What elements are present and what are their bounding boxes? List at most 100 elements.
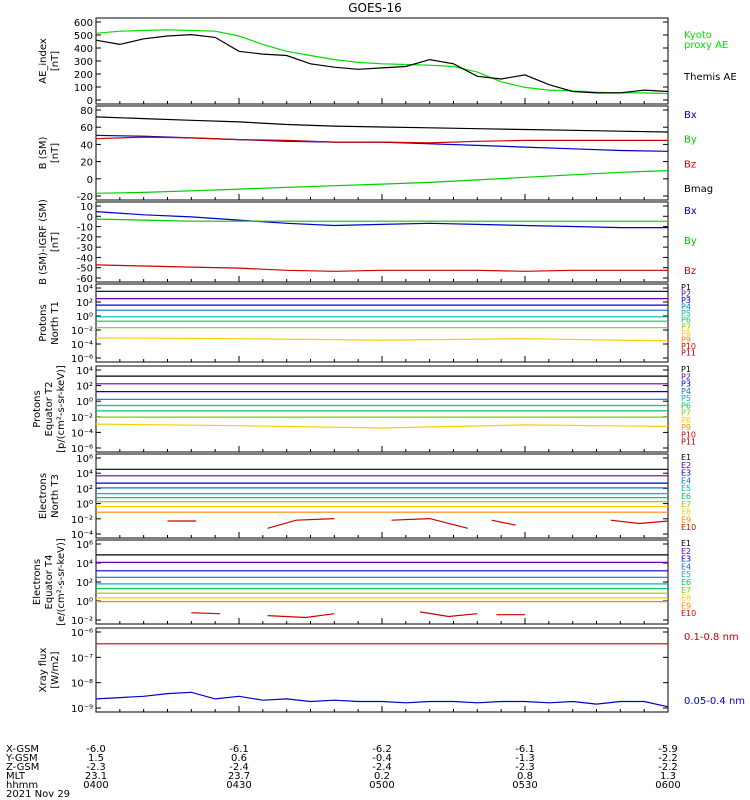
series-p8 (95, 337, 669, 342)
series-bz (95, 264, 668, 272)
ephemeris-value: -6.1 (515, 744, 535, 755)
y-tick-label: 10⁻² (71, 616, 93, 627)
channel-label: E3 (681, 469, 691, 478)
y-tick-label: -20 (77, 233, 93, 244)
legend-entry: Bx (684, 206, 697, 217)
ephemeris-row-label: hhmm (6, 780, 38, 791)
series-by (95, 218, 668, 222)
ephemeris-value: 0430 (226, 780, 251, 791)
y-tick-label: 80 (80, 106, 93, 117)
series-themis-ae (95, 33, 669, 94)
channel-label: P6 (681, 316, 691, 325)
y-tick-label: 10⁴ (76, 469, 93, 480)
y-tick-label: 0 (87, 96, 93, 107)
channel-label: E1 (681, 453, 691, 462)
series-kyoto-proxy-ae (95, 29, 669, 95)
channel-label: P10 (681, 430, 696, 439)
y-tick-label: 10⁻⁶ (71, 628, 93, 639)
y-tick-label: 0 (87, 175, 93, 186)
ephemeris-value: 23.1 (85, 771, 107, 782)
channel-label: E7 (681, 586, 691, 595)
y-axis-label: North T3 (50, 474, 61, 518)
channel-label: P7 (681, 409, 691, 418)
panel-frame (95, 283, 669, 363)
y-tick-label: 200 (74, 70, 93, 81)
ephemeris-value: -1.3 (515, 753, 535, 764)
channel-label: P2 (681, 372, 691, 381)
channel-label: P2 (681, 290, 691, 299)
ephemeris-row-label: Z-GSM (6, 762, 39, 773)
series-0-05-0-4-nm (95, 691, 669, 708)
y-axis-label: [nT] (50, 51, 61, 71)
channel-label: E10 (681, 609, 696, 618)
ephemeris-value: -6.1 (229, 744, 249, 755)
ephemeris-row-label: X-GSM (6, 744, 39, 755)
y-axis-label: [p/(cm²-s-sr-keV)] (56, 365, 67, 453)
figure-title: GOES-16 (348, 1, 402, 15)
channel-label: P3 (681, 380, 691, 389)
channel-label: P3 (681, 296, 691, 305)
ephemeris-value: -2.3 (86, 762, 106, 773)
y-axis-label: North T1 (50, 301, 61, 345)
y-axis-label: Xray flux (38, 648, 49, 693)
series-fragment (267, 518, 335, 529)
y-axis-label: Electrons (32, 559, 43, 605)
y-tick-label: 20 (80, 158, 93, 169)
channel-label: P6 (681, 401, 691, 410)
y-tick-label: 10⁰ (76, 500, 93, 511)
panel-2: 80 60 40 20 0 -20 B (SM) [nT] Bx By Bz Bmag (38, 105, 713, 203)
y-tick-label: 10 (80, 202, 93, 213)
y-tick-label: 10⁰ (76, 397, 93, 408)
y-tick-label: 10⁰ (76, 597, 93, 608)
ephemeris-value: 23.7 (228, 771, 250, 782)
y-tick-label: 10⁻² (71, 515, 93, 526)
ephemeris-value: 0600 (655, 780, 680, 791)
ephemeris-value: -2.3 (515, 762, 535, 773)
y-tick-label: 10² (76, 484, 93, 495)
y-axis-label: [e/(cm²-s-sr-keV)] (56, 538, 67, 626)
y-axis-label: AE_index (38, 38, 49, 84)
channel-label: P10 (681, 342, 696, 351)
panel-5: 10⁴ 10² 10⁰ 10⁻² 10⁻⁴ 10⁻⁶ Protons Equator T2 [p… (32, 365, 696, 455)
y-axis-label: Equator T4 (44, 555, 55, 610)
y-tick-label: 10² (76, 578, 93, 589)
channel-label: P8 (681, 329, 691, 338)
series-fragment (267, 613, 335, 619)
y-tick-label: -20 (77, 192, 93, 203)
channel-label: E8 (681, 508, 691, 517)
ephemeris-value: -2.2 (658, 753, 678, 764)
panel-3: 100-10-20-30-40-50-60 B (SM)-IGRF (SM) [nT… (38, 199, 697, 285)
channel-label: P8 (681, 416, 691, 425)
ephemeris-row-label: MLT (6, 771, 26, 782)
ephemeris-value: -6.2 (372, 744, 392, 755)
y-tick-label: -30 (77, 243, 93, 254)
legend-entry: By (684, 135, 697, 146)
channel-label: P1 (681, 365, 691, 374)
legend-entry: Bx (684, 110, 697, 121)
y-tick-label: 10⁻⁶ (71, 354, 93, 365)
channel-label: E4 (681, 562, 691, 571)
panel-frame (95, 453, 669, 539)
channel-label: P5 (681, 309, 691, 318)
y-tick-label: 300 (74, 57, 93, 68)
ephemeris-value: -5.9 (658, 744, 678, 755)
y-axis-label: Protons (32, 390, 43, 427)
panel-8: 10⁻⁶ 10⁻⁷ 10⁻⁸ 10⁻⁹ Xray flux [W/m2] 0.1-0.8 n… (38, 627, 745, 715)
y-tick-label: 10⁻² (71, 326, 93, 337)
legend-entry: 0.05-0.4 nm (684, 696, 745, 707)
ephemeris-value: -0.4 (372, 753, 392, 764)
y-tick-label: 40 (80, 140, 93, 151)
y-axis-label: Protons (38, 304, 49, 341)
y-tick-label: -50 (77, 264, 93, 275)
series-bx (95, 211, 668, 229)
y-tick-label: 10⁴ (76, 559, 93, 570)
channel-label: P7 (681, 322, 691, 331)
channel-label: E3 (681, 555, 691, 564)
channel-label: E9 (681, 601, 691, 610)
ephemeris-value: 1.3 (660, 771, 676, 782)
y-axis-label: Equator T2 (44, 382, 55, 437)
series-fragment (391, 517, 468, 529)
channel-label: E7 (681, 500, 691, 509)
y-tick-label: 400 (74, 44, 93, 55)
